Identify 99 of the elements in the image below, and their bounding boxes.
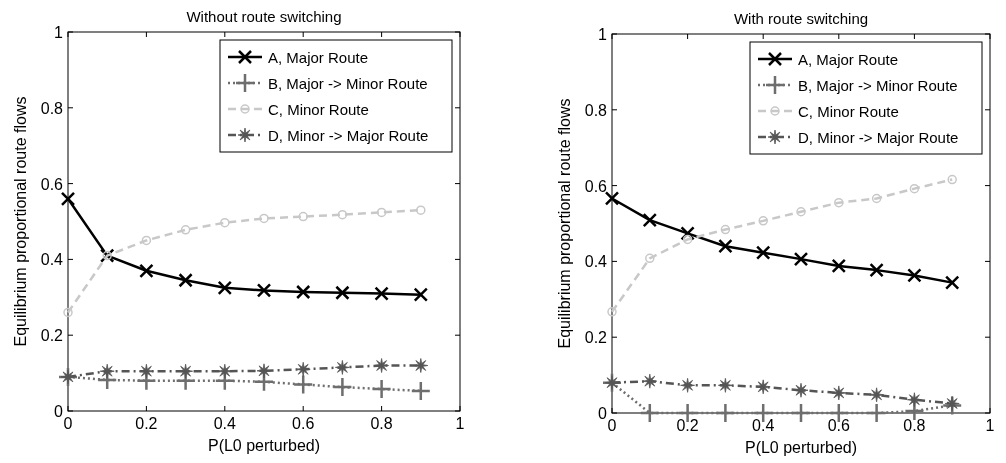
chart-title: Without route switching — [186, 8, 342, 25]
point — [295, 361, 311, 377]
y-tick-label: 0.8 — [40, 99, 64, 117]
x-tick-label: 0.6 — [827, 417, 851, 434]
point — [63, 307, 73, 318]
x-tick-label: 0.2 — [135, 415, 158, 432]
point — [645, 253, 655, 264]
point — [376, 207, 387, 218]
point — [335, 285, 350, 300]
point — [141, 235, 152, 246]
y-axis-title: Equilibrium proportional route flows — [556, 98, 573, 349]
x-tick-label: 0.8 — [903, 417, 926, 434]
point — [682, 234, 693, 245]
x-tick-label: 1 — [985, 417, 995, 434]
point — [718, 377, 733, 393]
point — [831, 385, 847, 401]
point — [332, 376, 353, 398]
point — [413, 358, 429, 373]
point — [720, 224, 731, 235]
point — [866, 402, 887, 424]
point — [295, 284, 311, 300]
point — [944, 396, 960, 411]
x-tick-label: 1 — [455, 415, 465, 432]
point — [413, 287, 429, 302]
x-axis-title: P(L0 perturbed) — [744, 439, 858, 456]
point — [371, 378, 392, 400]
point — [680, 377, 695, 393]
legend-label: C, Minor Route — [798, 103, 899, 120]
point — [139, 263, 154, 279]
point — [715, 402, 736, 424]
point — [259, 213, 269, 224]
point — [758, 216, 768, 226]
point — [60, 191, 76, 207]
point — [374, 358, 389, 373]
point — [793, 251, 809, 267]
point — [871, 193, 882, 204]
y-tick-label: 0.2 — [584, 329, 608, 347]
point — [941, 395, 963, 416]
point — [642, 212, 658, 228]
point — [755, 245, 771, 260]
legend-label: C, Minor Route — [268, 101, 369, 118]
x-axis-title: P(L0 perturbed) — [207, 437, 321, 454]
point — [604, 191, 620, 206]
point — [793, 382, 809, 398]
y-axis-title: Equilibrium proportional route flows — [12, 96, 29, 347]
point — [869, 262, 884, 278]
y-tick-label: 0.2 — [40, 327, 64, 345]
point — [947, 174, 957, 185]
point — [907, 392, 922, 408]
point — [220, 217, 230, 228]
point — [337, 209, 348, 220]
legend-label: B, Major -> Minor Route — [268, 75, 428, 92]
point — [755, 379, 771, 395]
y-tick-label: 0 — [54, 403, 64, 420]
point — [831, 258, 847, 274]
point — [410, 380, 432, 402]
point — [217, 280, 233, 296]
x-tick-label: 0.6 — [292, 415, 315, 432]
point — [99, 363, 115, 379]
point — [178, 363, 193, 379]
legend-label: A, Major Route — [268, 49, 369, 66]
point — [718, 238, 733, 254]
point — [642, 373, 658, 389]
point — [178, 273, 193, 288]
point — [796, 207, 806, 217]
y-tick-label: 0.4 — [584, 253, 608, 271]
y-tick-label: 0.6 — [40, 175, 64, 193]
point — [907, 268, 922, 283]
point — [256, 363, 272, 379]
legend-label: A, Major Route — [798, 51, 899, 68]
x-tick-label: 0.4 — [213, 415, 237, 432]
point — [416, 205, 426, 215]
x-tick-label: 0.8 — [370, 415, 393, 432]
y-tick-label: 0.8 — [584, 101, 608, 119]
legend-label: D, Minor -> Major Route — [798, 129, 959, 146]
point — [909, 183, 920, 194]
legend-label: D, Minor -> Major Route — [268, 127, 429, 144]
point — [180, 225, 191, 235]
y-tick-label: 1 — [598, 26, 608, 43]
point — [256, 283, 272, 298]
point — [292, 374, 314, 395]
point — [790, 402, 812, 424]
x-tick-label: 0.4 — [752, 417, 775, 434]
point — [298, 211, 308, 222]
y-tick-label: 0.4 — [40, 251, 64, 269]
y-tick-label: 0.6 — [584, 177, 608, 195]
point — [335, 360, 350, 375]
point — [944, 275, 960, 290]
point — [607, 307, 617, 317]
point — [834, 197, 844, 208]
legend-label: B, Major -> Minor Route — [798, 77, 958, 94]
x-tick-label: 0.2 — [676, 417, 699, 434]
point — [639, 402, 661, 424]
point — [217, 363, 233, 379]
chart-title: With route switching — [733, 10, 869, 27]
y-tick-label: 1 — [54, 24, 64, 41]
point — [869, 387, 884, 403]
point — [374, 286, 389, 301]
point — [139, 363, 154, 379]
